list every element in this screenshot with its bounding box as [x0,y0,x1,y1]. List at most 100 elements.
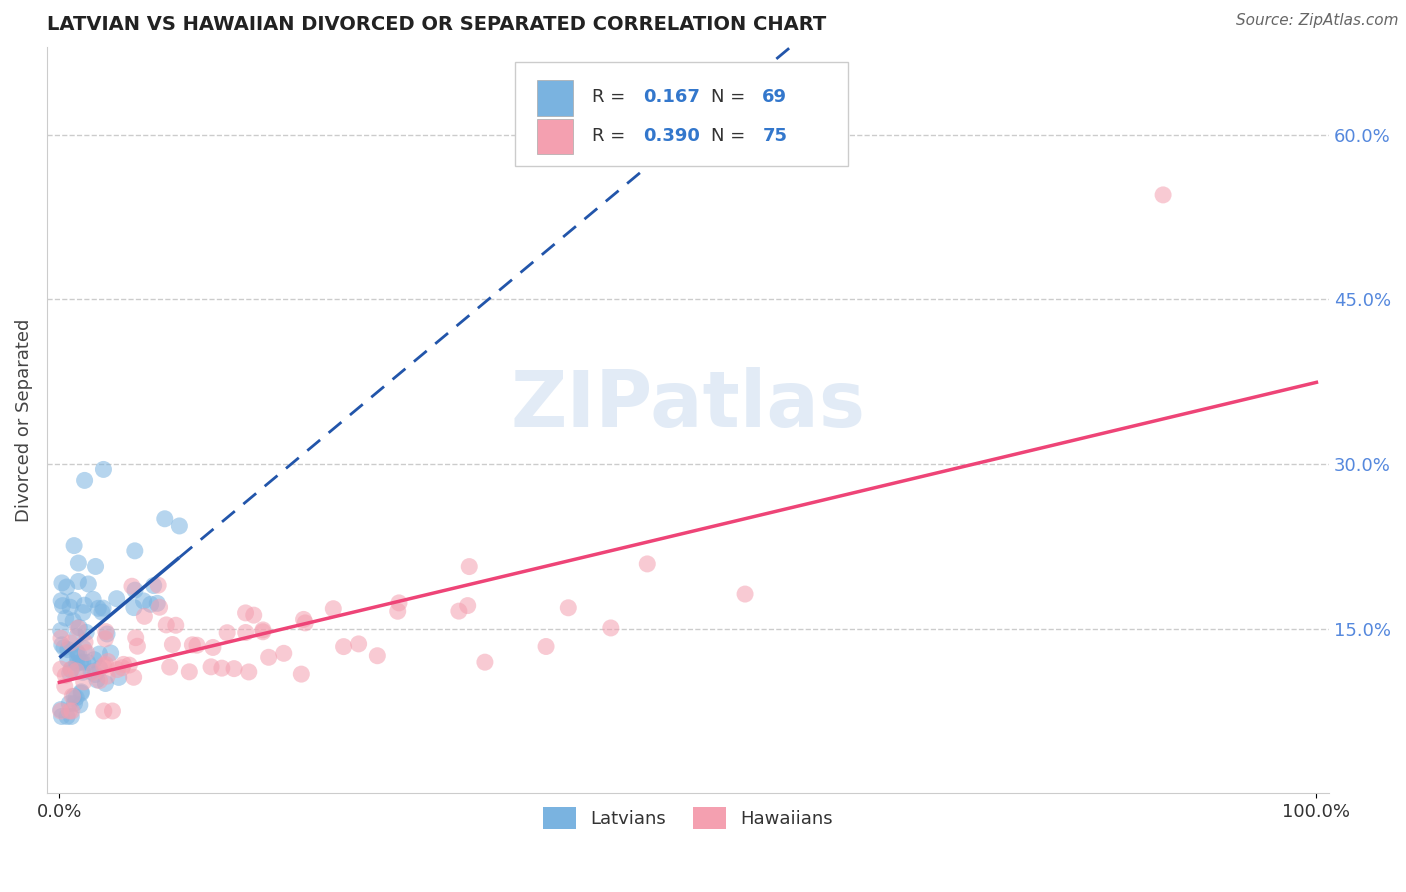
Text: Source: ZipAtlas.com: Source: ZipAtlas.com [1236,13,1399,29]
Text: N =: N = [711,127,751,145]
Point [124,583,146,598]
Point [112,657,135,672]
FancyBboxPatch shape [537,79,572,116]
Point [89,673,111,688]
Point [84,667,107,681]
Point [96,627,118,641]
Point [96,669,118,683]
Point [107,670,129,684]
Point [121,579,143,593]
Point [458,559,481,574]
Point [238,665,260,679]
Point [63,539,86,553]
Point [86,673,108,687]
Point [148,600,170,615]
Point [557,600,579,615]
Point [93,704,115,718]
Point [387,604,409,618]
Point [56,709,79,723]
Point [242,608,264,623]
Point [70,685,93,699]
Point [76,656,98,670]
FancyBboxPatch shape [537,119,572,154]
Point [53,668,76,682]
Point [55,580,77,594]
Point [111,661,134,675]
Point [56,642,79,657]
Point [97,655,120,669]
Point [332,640,354,654]
Point [146,596,169,610]
Point [59,665,82,680]
Text: R =: R = [592,127,631,145]
Point [51,593,73,607]
Point [69,655,91,669]
Point [75,625,97,640]
Point [153,512,176,526]
Point [72,655,94,669]
Text: LATVIAN VS HAWAIIAN DIVORCED OR SEPARATED CORRELATION CHART: LATVIAN VS HAWAIIAN DIVORCED OR SEPARATE… [46,15,827,34]
Point [66,650,89,665]
Point [73,674,96,689]
Point [122,670,145,684]
Point [636,557,658,571]
Text: 0.167: 0.167 [643,88,700,106]
Point [60,709,83,723]
Point [62,593,84,607]
Point [127,639,149,653]
Point [59,662,82,676]
Text: ZIPatlas: ZIPatlas [510,368,866,443]
Point [273,646,295,660]
Point [211,661,233,675]
Point [49,624,72,638]
Point [179,665,201,679]
Point [105,591,128,606]
Point [294,615,316,630]
Point [93,659,115,673]
Point [201,640,224,655]
Point [67,574,90,589]
Point [388,596,411,610]
Point [134,609,156,624]
Point [94,624,117,639]
Point [322,601,344,615]
Point [77,577,100,591]
Point [534,640,557,654]
Point [222,662,245,676]
Point [62,614,84,628]
Point [58,697,80,711]
Point [105,663,128,677]
Point [94,657,117,672]
Point [87,601,110,615]
Point [252,623,274,637]
Point [290,667,312,681]
Point [292,612,315,626]
Point [60,704,83,718]
Point [49,704,72,718]
Point [73,641,96,656]
Point [49,631,72,645]
Point [186,638,208,652]
Y-axis label: Divorced or Separated: Divorced or Separated [15,318,32,522]
Point [59,636,82,650]
Point [70,686,93,700]
Point [169,519,191,533]
Point [59,600,82,615]
Point [1152,188,1174,202]
Point [93,462,115,476]
Point [53,679,76,693]
Point [65,644,87,658]
Point [162,638,184,652]
Point [80,665,103,679]
Point [60,690,83,704]
Point [66,630,89,644]
Point [67,556,90,570]
Point [83,665,105,679]
Point [73,635,96,649]
Point [51,709,73,723]
Point [200,660,222,674]
Point [235,606,257,620]
Point [83,653,105,667]
Point [56,652,79,666]
Point [235,625,257,640]
